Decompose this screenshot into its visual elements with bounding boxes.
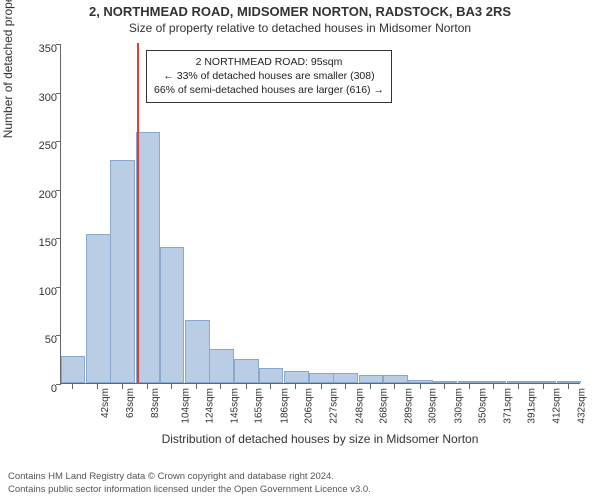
x-tick-label: 371sqm [503, 388, 514, 424]
x-tick-label: 42sqm [100, 388, 111, 418]
x-tick-label: 391sqm [527, 388, 538, 424]
x-tick-label: 206sqm [304, 388, 315, 424]
x-tick-label: 83sqm [150, 388, 161, 418]
histogram-bar [110, 160, 135, 383]
footer-line: Contains HM Land Registry data © Crown c… [8, 471, 371, 483]
x-tick-label: 350sqm [477, 388, 488, 424]
footer-text: Contains HM Land Registry data © Crown c… [8, 471, 371, 496]
y-tick-label: 0 [17, 383, 57, 395]
histogram-bar [61, 356, 86, 383]
x-tick-label: 124sqm [205, 388, 216, 424]
histogram-bar [309, 373, 334, 383]
histogram-bar [86, 234, 111, 383]
x-tick-label: 268sqm [378, 388, 389, 424]
histogram-bar [507, 381, 532, 383]
y-tick-label: 150 [17, 237, 57, 249]
page-subtitle: Size of property relative to detached ho… [0, 21, 600, 35]
chart-container: Number of detached properties 0501001502… [60, 44, 580, 416]
histogram-bar [284, 371, 309, 383]
y-tick-label: 100 [17, 286, 57, 298]
annotation-line: 66% of semi-detached houses are larger (… [154, 83, 384, 97]
y-tick-label: 250 [17, 140, 57, 152]
histogram-bar [557, 381, 582, 383]
page-title: 2, NORTHMEAD ROAD, MIDSOMER NORTON, RADS… [0, 4, 600, 19]
x-tick-label: 432sqm [576, 388, 587, 424]
histogram-bar [259, 368, 284, 383]
histogram-bar [482, 381, 507, 383]
histogram-bar [359, 375, 384, 383]
histogram-bar [408, 380, 433, 383]
footer-line: Contains public sector information licen… [8, 484, 371, 496]
annotation-line: 2 NORTHMEAD ROAD: 95sqm [154, 55, 384, 69]
x-tick-label: 165sqm [254, 388, 265, 424]
histogram-bar [234, 359, 259, 383]
histogram-bar [432, 381, 457, 383]
histogram-bar [136, 132, 161, 383]
histogram-bar [209, 349, 234, 383]
y-tick-label: 350 [17, 43, 57, 55]
x-tick-label: 63sqm [125, 388, 136, 418]
x-tick-label: 289sqm [404, 388, 415, 424]
y-tick-label: 200 [17, 189, 57, 201]
x-tick-label: 309sqm [428, 388, 439, 424]
x-tick-label: 412sqm [552, 388, 563, 424]
x-tick-label: 227sqm [329, 388, 340, 424]
y-tick-label: 50 [17, 334, 57, 346]
x-tick-label: 186sqm [279, 388, 290, 424]
annotation-line: ← 33% of detached houses are smaller (30… [154, 69, 384, 83]
x-axis-label: Distribution of detached houses by size … [60, 432, 580, 446]
histogram-bar [160, 247, 185, 383]
histogram-bar [185, 320, 210, 383]
marker-line [137, 43, 139, 383]
y-axis-label: Number of detached properties [1, 0, 15, 138]
annotation-box: 2 NORTHMEAD ROAD: 95sqm ← 33% of detache… [146, 50, 392, 103]
histogram-bar [458, 381, 483, 383]
x-tick-label: 104sqm [180, 388, 191, 424]
x-tick-label: 330sqm [453, 388, 464, 424]
histogram-bar [531, 381, 556, 383]
x-tick-label: 248sqm [354, 388, 365, 424]
histogram-bar [383, 375, 408, 383]
y-tick-label: 300 [17, 92, 57, 104]
histogram-bar [333, 373, 358, 383]
x-tick-label: 145sqm [230, 388, 241, 424]
